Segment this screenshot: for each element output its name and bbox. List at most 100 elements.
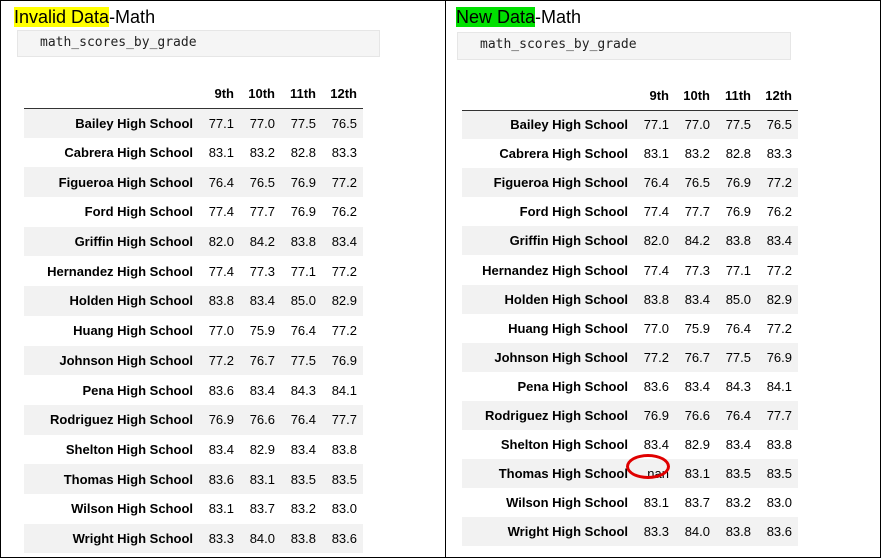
score-cell-grade-12: 83.0 [331,501,357,517]
score-cell-grade-10: 84.0 [249,530,275,546]
score-cell-grade-12: 83.5 [766,466,792,482]
score-cell-grade-12: 83.3 [331,145,357,161]
score-cell-grade-12: 82.9 [766,291,792,307]
score-cell-grade-12: 84.1 [331,382,357,398]
school-name: Shelton High School [500,437,628,453]
score-cell-grade-9: 77.4 [643,204,669,220]
school-name: Griffin High School [74,234,193,250]
score-cell-grade-9: 77.1 [208,115,234,131]
table-row: Shelton High School 83.4 82.9 83.4 83.8 [24,435,363,465]
score-cell-grade-10: 76.7 [684,349,710,365]
score-cell-grade-12: 83.0 [766,495,792,511]
score-cell-grade-11: 83.8 [725,524,751,540]
table-row: Holden High School 83.8 83.4 85.0 82.9 [24,286,363,316]
score-cell-grade-10: 77.0 [684,117,710,133]
score-cell-grade-12: 76.2 [766,204,792,220]
school-name: Cabrera High School [64,145,193,161]
school-name: Thomas High School [498,466,628,482]
code-cell: math_scores_by_grade [457,32,791,60]
invalid-data-panel: Invalid Data-Math math_scores_by_grade 9… [2,1,445,557]
score-cell-grade-9: 77.0 [643,320,669,336]
table-row: Ford High School 77.4 77.7 76.9 76.2 [24,197,363,227]
score-cell-grade-12: 77.2 [331,174,357,190]
header-9th: 9th [214,85,235,101]
score-cell-grade-11: 77.1 [725,262,751,278]
score-cell-grade-9: 83.3 [643,524,669,540]
school-name: Bailey High School [75,115,193,131]
score-cell-grade-10: 82.9 [249,441,275,457]
score-cell-grade-12: 83.8 [331,441,357,457]
table-row: Bailey High School 77.1 77.0 77.5 76.5 [24,108,363,138]
school-name: Hernandez High School [47,263,193,279]
score-cell-grade-11: 77.5 [290,115,316,131]
new-data-panel: New Data-Math math_scores_by_grade 9th 1… [446,1,880,557]
school-name: Rodriguez High School [485,407,628,423]
score-cell-grade-11: 84.3 [725,378,751,394]
score-cell-grade-9: 83.1 [208,501,234,517]
score-cell-grade-9: 77.2 [208,352,234,368]
school-name: Cabrera High School [499,146,628,162]
score-cell-grade-11: 83.4 [725,437,751,453]
score-cell-grade-11: 77.1 [290,263,316,279]
header-corner [24,79,199,108]
score-cell-grade-9: 77.1 [643,117,669,133]
score-cell-grade-10: 76.5 [249,174,275,190]
table-row: Hernandez High School 77.4 77.3 77.1 77.2 [462,255,798,284]
score-cell-grade-10: 76.6 [249,412,275,428]
score-cell-grade-9: 83.1 [643,495,669,511]
score-cell-grade-10: 83.7 [684,495,710,511]
score-cell-grade-9: 83.1 [643,146,669,162]
school-name: Johnson High School [59,352,193,368]
school-name: Ford High School [519,204,628,220]
score-cell-grade-11: 82.8 [725,146,751,162]
table-row: Huang High School 77.0 75.9 76.4 77.2 [462,314,798,343]
score-cell-grade-9: 83.1 [208,145,234,161]
score-cell-grade-11: 84.3 [290,382,316,398]
school-name: Ford High School [84,204,193,220]
table-row: Wright High School 83.3 84.0 83.8 83.6 [462,517,798,547]
score-cell-grade-10: 77.3 [249,263,275,279]
table-row: Figueroa High School 76.4 76.5 76.9 77.2 [462,168,798,198]
score-cell-grade-10: 83.2 [249,145,275,161]
score-cell-grade-11: 83.2 [725,495,751,511]
header-11th: 11th [289,85,316,101]
table-row: Cabrera High School 83.1 83.2 82.8 83.3 [24,138,363,168]
score-cell-grade-12: 77.7 [766,407,792,423]
score-cell-grade-11: 85.0 [725,291,751,307]
score-cell-grade-9: 77.0 [208,323,234,339]
score-cell-grade-9: 83.8 [208,293,234,309]
score-cell-grade-12: 83.3 [766,146,792,162]
score-cell-grade-11: 76.9 [290,174,316,190]
score-cell-grade-11: 85.0 [290,293,316,309]
table-row: Wilson High School 83.1 83.7 83.2 83.0 [24,494,363,524]
score-cell-grade-9: 76.9 [208,412,234,428]
score-cell-grade-9: 77.2 [643,349,669,365]
table-row: Bailey High School 77.1 77.0 77.5 76.5 [462,110,798,140]
score-cell-grade-10: 83.1 [684,466,710,482]
panel-title: New Data-Math [456,7,581,28]
score-cell-grade-11: 76.9 [725,175,751,191]
score-cell-grade-11: 82.8 [290,145,316,161]
score-cell-grade-11: 83.8 [290,234,316,250]
school-name: Wright High School [507,524,628,540]
school-name: Wilson High School [506,495,628,511]
score-cell-grade-10: 83.1 [249,471,275,487]
score-cell-grade-12: 82.9 [331,293,357,309]
school-name: Figueroa High School [493,175,628,191]
score-cell-grade-12: 84.1 [766,378,792,394]
score-cell-grade-10: 83.4 [249,382,275,398]
table-row: Shelton High School 83.4 82.9 83.4 83.8 [462,430,798,459]
score-cell-grade-12: 76.2 [331,204,357,220]
school-name: Rodriguez High School [50,412,193,428]
score-cell-grade-10: 76.6 [684,407,710,423]
table-row: Thomas High School nan 83.1 83.5 83.5 [462,454,798,489]
table-row: Thomas High School 83.6 83.1 83.5 83.5 [24,464,363,494]
school-name: Pena High School [82,382,193,398]
title-highlight: New Data [456,7,536,27]
table-row: Griffin High School 82.0 84.2 83.8 83.4 [24,226,363,257]
score-cell-grade-10: 77.0 [249,115,275,131]
score-cell-grade-10: 82.9 [684,437,710,453]
title-rest: -Math [535,7,582,27]
score-cell-grade-12: 77.2 [766,262,792,278]
score-cell-grade-10: 84.0 [684,524,710,540]
